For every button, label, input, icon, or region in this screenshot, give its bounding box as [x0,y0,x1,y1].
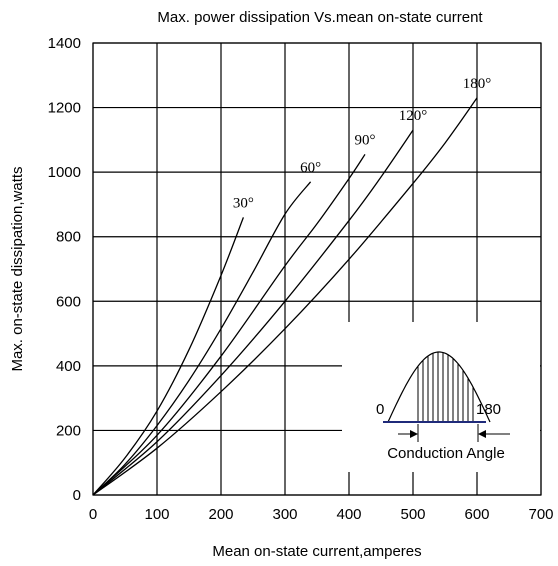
inset-right-arrowhead [478,430,486,438]
series-line [92,181,312,496]
x-tick-label: 0 [89,506,97,523]
series-line [92,154,366,496]
series-line [92,217,245,496]
y-tick-label: 1200 [48,100,81,117]
plot-area [92,42,542,496]
series-line [92,97,478,496]
series-label: 120° [399,108,428,124]
x-tick-label: 600 [464,506,489,523]
series-label: 90° [355,132,376,148]
x-tick-label: 500 [400,506,425,523]
gridlines [92,42,542,496]
series-label: 180° [463,76,492,92]
y-tick-label: 800 [56,229,81,246]
y-tick-labels: 0 200 400 600 800 1000 1200 1400 [48,35,81,504]
x-tick-label: 200 [208,506,233,523]
y-tick-label: 600 [56,293,81,310]
y-tick-label: 1400 [48,35,81,52]
x-axis-label: Mean on-state current,amperes [212,543,421,560]
y-tick-label: 1000 [48,164,81,181]
x-tick-label: 300 [272,506,297,523]
inset-background [342,322,540,472]
y-tick-label: 400 [56,358,81,375]
series-group: 30° 60° 90° 120° 180° [92,76,492,496]
inset-end-label: 180 [476,401,501,418]
y-axis-label: Max. on-state dissipation,watts [9,166,26,371]
chart-title: Max. power dissipation Vs.mean on-state … [157,9,483,26]
y-tick-label: 0 [73,487,81,504]
conduction-angle-inset: 0 180 Conduction Angle [342,322,540,472]
y-tick-label: 200 [56,422,81,439]
inset-caption: Conduction Angle [387,445,505,462]
series-label: 30° [233,195,254,211]
x-tick-label: 700 [528,506,553,523]
x-tick-label: 400 [336,506,361,523]
inset-sine-wave [387,351,491,423]
x-tick-labels: 0 100 200 300 400 500 600 700 [89,506,554,523]
inset-left-arrowhead [410,430,418,438]
x-tick-label: 100 [144,506,169,523]
series-line [92,129,414,496]
inset-zero-label: 0 [376,401,384,418]
series-label: 60° [300,160,321,176]
inset-hatching [417,352,474,422]
